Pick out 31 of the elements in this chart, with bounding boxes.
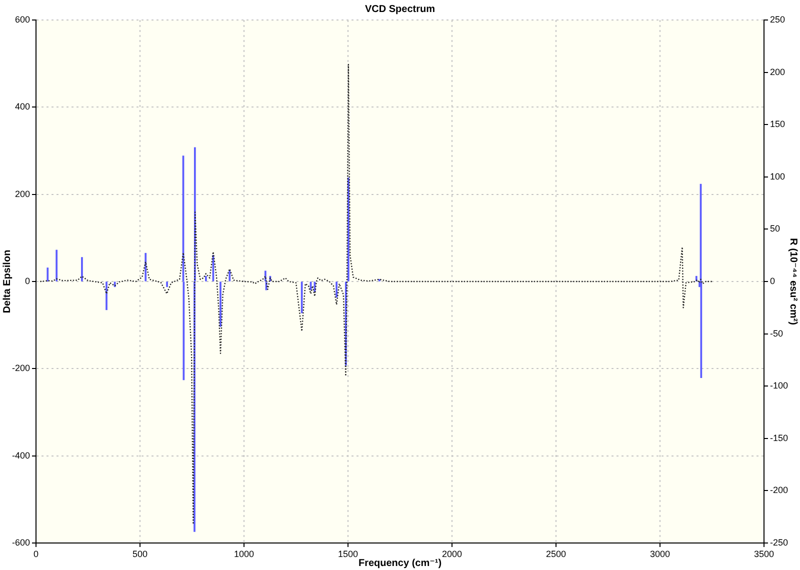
y2-tick-label: 100 <box>770 171 786 182</box>
y2-axis-title: R (10⁻⁴⁴ esu² cm²) <box>787 238 798 325</box>
y-tick-label: 0 <box>24 276 30 286</box>
y2-tick-label: -100 <box>770 380 788 391</box>
x-tick-label: 3500 <box>754 548 774 559</box>
x-tick-label: 3000 <box>650 548 670 559</box>
y2-tick-label: -50 <box>770 328 784 338</box>
x-tick-label: 1000 <box>234 548 254 559</box>
y2-tick-label: 200 <box>770 66 786 77</box>
y2-tick-label: 0 <box>770 276 776 286</box>
y2-tick-label: -250 <box>770 537 788 548</box>
y-tick-label: -200 <box>12 363 30 374</box>
x-tick-label: 2500 <box>546 548 566 559</box>
y2-tick-label: 150 <box>770 119 786 130</box>
y2-tick-label: -150 <box>770 432 788 443</box>
y-axis-title: Delta Epsilon <box>2 250 13 314</box>
y2-tick-label: -200 <box>770 485 788 496</box>
x-tick-label: 1500 <box>338 548 358 559</box>
x-axis-title: Frequency (cm⁻¹) <box>358 558 442 569</box>
y-tick-label: -400 <box>12 450 30 460</box>
y2-tick-label: 50 <box>770 224 780 234</box>
y-tick-label: 400 <box>14 102 30 112</box>
y2-tick-label: 250 <box>770 14 786 24</box>
y-tick-label: 600 <box>14 14 30 24</box>
line-series <box>40 64 714 525</box>
x-tick-label: 2000 <box>442 548 462 559</box>
y-tick-label: -600 <box>12 537 30 548</box>
y-tick-label: 200 <box>14 188 30 199</box>
x-tick-label: 0 <box>33 548 39 559</box>
chart-title: VCD Spectrum <box>364 4 436 15</box>
x-tick-label: 500 <box>132 548 148 559</box>
